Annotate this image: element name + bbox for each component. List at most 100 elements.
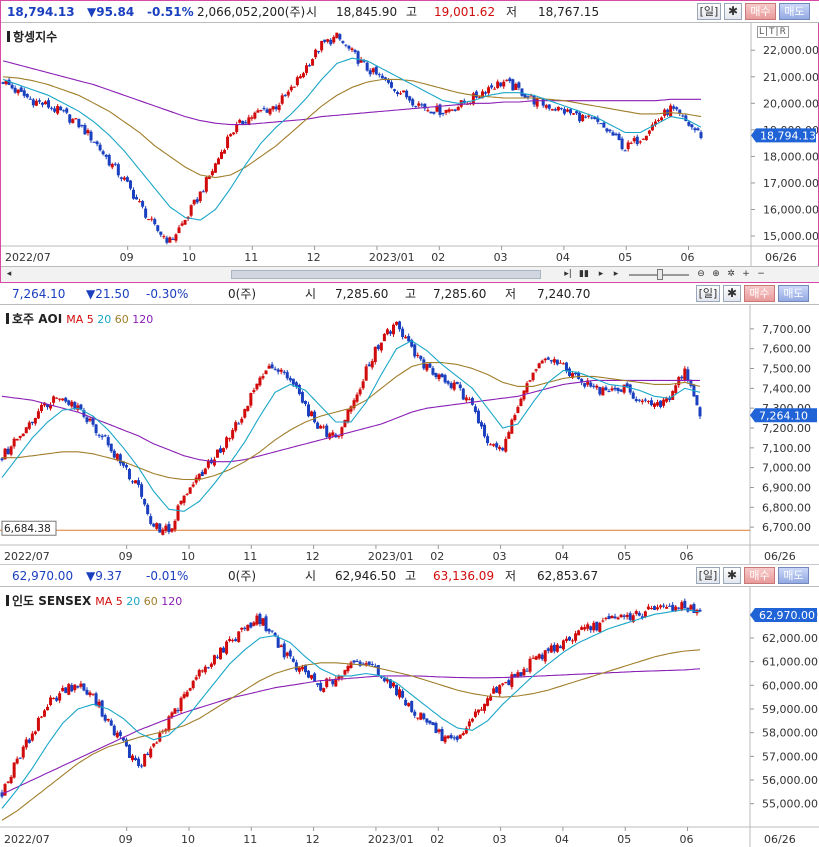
candle-body (365, 62, 369, 71)
candle-body (61, 687, 65, 692)
settings-icon[interactable]: ✱ (723, 567, 741, 584)
high-value: 7,285.60 (433, 287, 487, 301)
candle-body (247, 117, 251, 126)
candle-body (314, 49, 318, 58)
candle-body (467, 721, 471, 727)
zoom-in-icon[interactable]: ⊕ (712, 269, 720, 279)
candlestick-chart[interactable]: 15,000.0016,000.0017,000.0018,000.0019,0… (1, 23, 818, 266)
x-tick-label: 12 (306, 550, 320, 563)
candle-body (578, 112, 582, 122)
y-tick-label: 7,600.00 (762, 343, 811, 356)
low-label: 저 (506, 5, 518, 19)
gear-icon[interactable]: ✲ (727, 269, 735, 279)
sell-button[interactable]: 매도 (778, 567, 809, 584)
candle-body (568, 368, 572, 376)
sell-button[interactable]: 매도 (779, 3, 810, 20)
candle-body (343, 419, 347, 428)
candle-body (88, 692, 92, 696)
buy-button[interactable]: 매수 (744, 567, 775, 584)
candle-body (444, 109, 448, 113)
candle-body (498, 685, 502, 694)
candle-body (191, 484, 195, 487)
candle-body (628, 384, 632, 393)
candle-body (149, 516, 153, 524)
candle-body (152, 743, 156, 747)
candle-body (637, 399, 641, 401)
chart-scrollbar[interactable]: ◂ ▸| ▮▮ ▸ ▸ ⊖ ⊕ ✲ + − (1, 266, 819, 282)
scroll-right-icon[interactable]: ▸| (564, 269, 572, 279)
candle-body (83, 125, 87, 135)
candlestick-chart[interactable]: 6,700.00 6,800.00 6,900.00 7,000.00 7,100.00… (0, 305, 819, 564)
plus-icon[interactable]: + (742, 269, 750, 279)
candle-body (61, 398, 65, 401)
sell-button[interactable]: 매도 (778, 285, 809, 302)
settings-icon[interactable]: ✱ (724, 3, 742, 20)
x-tick-label: 04 (555, 833, 569, 846)
candle-body (568, 636, 572, 641)
candle-body (672, 106, 676, 109)
candle-body (33, 417, 37, 424)
candle-body (580, 378, 584, 383)
play-icon[interactable]: ▸ (598, 269, 604, 279)
period-button[interactable]: [일] (697, 3, 721, 20)
pause-icon[interactable]: ▮▮ (579, 269, 589, 279)
settings-icon[interactable]: ✱ (723, 285, 741, 302)
candle-body (9, 446, 13, 455)
candle-body (395, 321, 399, 325)
candle-body (571, 373, 575, 378)
period-button[interactable]: [일] (696, 285, 720, 302)
candle-body (138, 201, 142, 203)
zoom-out-icon[interactable]: ⊖ (697, 269, 705, 279)
candle-body (569, 109, 573, 114)
candle-body (458, 384, 462, 389)
y-axis-area (750, 587, 819, 847)
candle-body (42, 710, 46, 717)
candle-body (155, 523, 159, 529)
candle-body (274, 106, 278, 110)
x-tick-label: 02 (431, 251, 445, 264)
last-value-badge (751, 128, 816, 143)
candle-body (565, 109, 569, 112)
ma5-label: 5 (115, 595, 123, 608)
scroll-thumb[interactable] (231, 270, 541, 279)
candle-body (76, 405, 80, 410)
candle-body (180, 223, 184, 226)
candle-body (431, 722, 435, 726)
candle-body (228, 638, 232, 641)
candle-body (428, 363, 432, 368)
candle-body (431, 368, 435, 375)
candle-body (380, 75, 384, 79)
candle-body (662, 605, 666, 607)
buy-button[interactable]: 매수 (745, 3, 776, 20)
candle-body (240, 627, 244, 630)
candle-body (6, 781, 10, 783)
play-icon[interactable]: ▸ (613, 269, 619, 279)
candle-body (88, 418, 92, 421)
zoom-knob[interactable] (657, 269, 663, 280)
candle-body (231, 640, 235, 642)
candlestick-chart[interactable]: 55,000.00 56,000.00 57,000.00 58,000.00 59,0… (0, 587, 819, 847)
scroll-left-icon[interactable]: ◂ (6, 269, 12, 279)
ltr-toggle[interactable]: L|T|R (757, 26, 789, 38)
candle-body (493, 88, 497, 90)
candle-body (94, 693, 98, 706)
candle-body (640, 616, 644, 619)
candle-body (413, 711, 417, 716)
candle-body (237, 631, 241, 643)
candle-body (282, 371, 286, 373)
candle-body (498, 446, 502, 450)
minus-icon[interactable]: − (757, 269, 765, 279)
candle-body (359, 59, 363, 63)
x-tick-label: 05 (617, 550, 631, 563)
low-label: 저 (505, 287, 517, 301)
candle-body (592, 622, 596, 631)
candle-body (604, 617, 608, 619)
candle-body (288, 650, 292, 657)
candle-body (24, 739, 28, 748)
buy-button[interactable]: 매수 (744, 285, 775, 302)
candle-body (681, 115, 685, 117)
candle-body (561, 363, 565, 365)
candle-body (206, 460, 210, 468)
period-button[interactable]: [일] (696, 567, 720, 584)
candle-body (308, 65, 312, 67)
